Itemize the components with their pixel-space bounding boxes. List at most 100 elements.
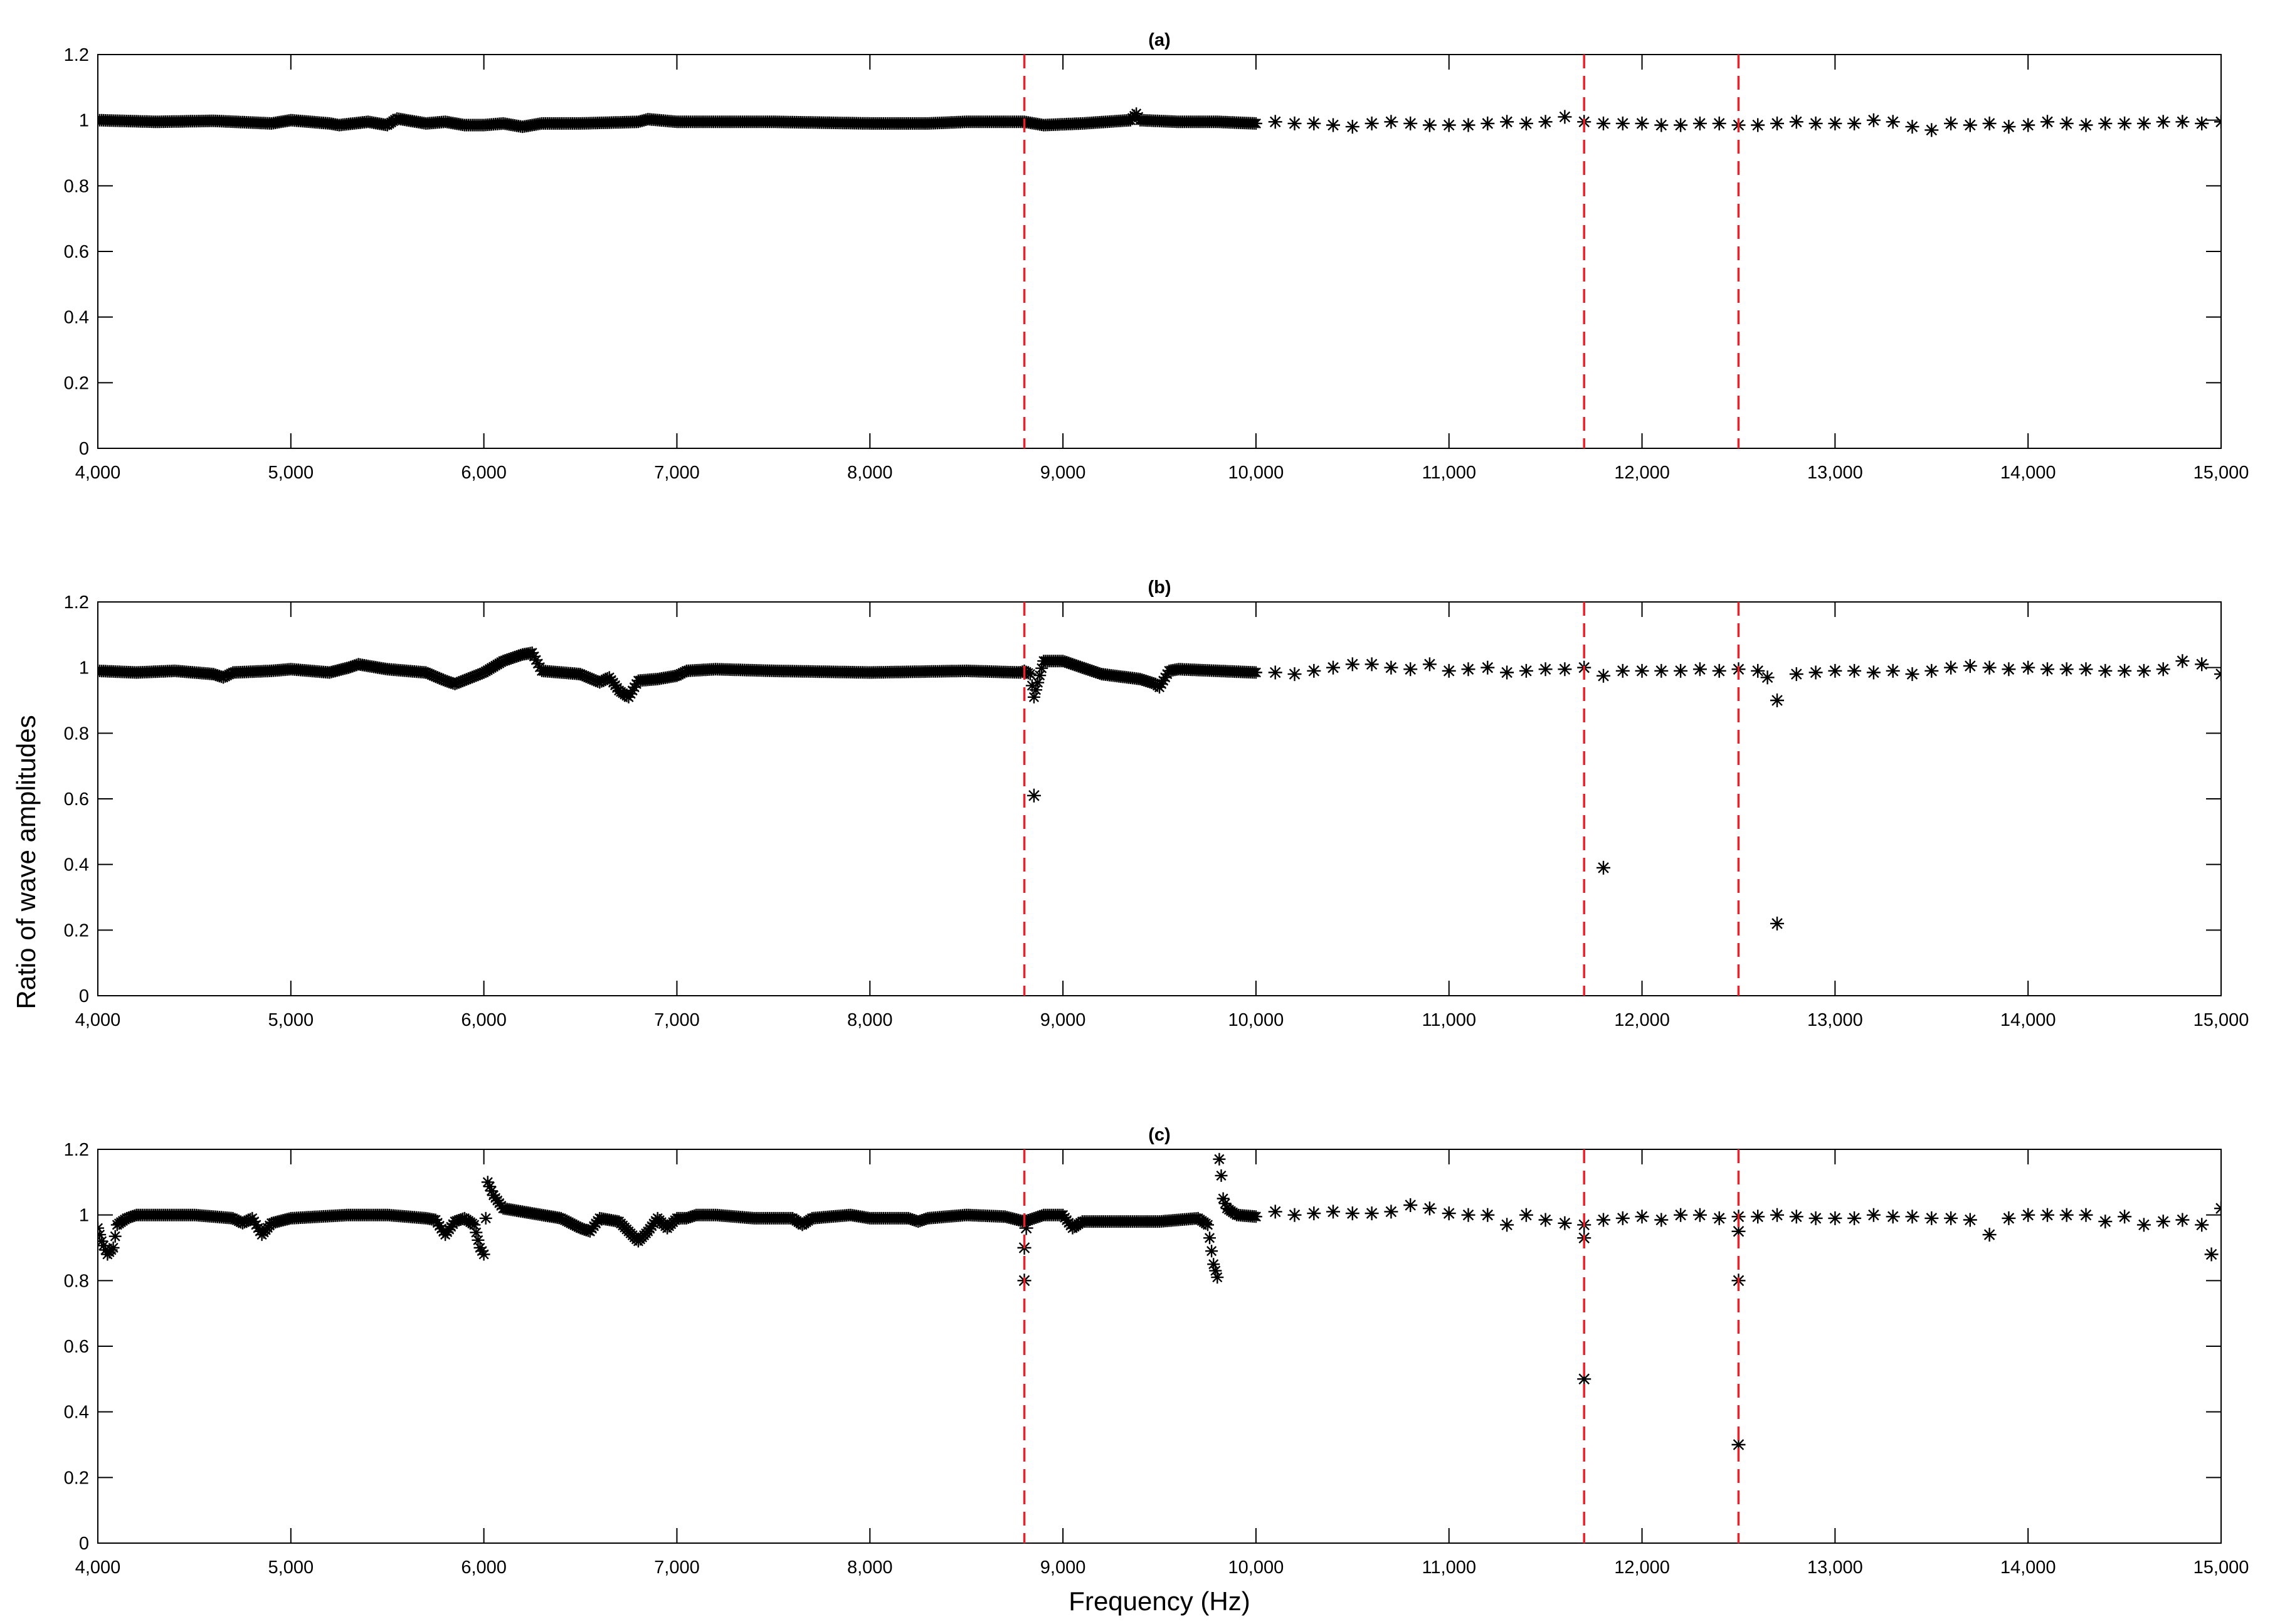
data-point — [253, 1225, 267, 1238]
x-tick-label: 10,000 — [1228, 1558, 1284, 1578]
data-point — [1674, 1208, 1688, 1222]
data-point — [1287, 667, 1302, 682]
data-point — [1345, 1206, 1359, 1221]
x-tick-label: 11,000 — [1422, 1558, 1476, 1578]
data-point — [1712, 116, 1726, 130]
data-point — [626, 684, 639, 697]
data-point — [2118, 1210, 2132, 1224]
plot-area — [97, 54, 2222, 449]
data-point — [1403, 1198, 1418, 1212]
data-point — [1365, 1206, 1379, 1221]
data-point — [473, 668, 487, 680]
data-point — [1828, 663, 1842, 678]
data-point — [1384, 115, 1398, 129]
data-point — [2156, 115, 2170, 129]
data-point — [2021, 1208, 2035, 1222]
data-point — [1674, 118, 1688, 132]
data-point — [1403, 662, 1418, 677]
data-point — [1538, 662, 1553, 677]
data-point — [1326, 660, 1340, 675]
data-point — [2059, 1208, 2074, 1222]
data-point — [1944, 1211, 1958, 1225]
data-point — [2002, 120, 2016, 134]
x-tick-label: 5,000 — [268, 1558, 314, 1578]
data-point — [2156, 1215, 2170, 1229]
x-tick-label: 11,000 — [1422, 463, 1476, 483]
data-point — [1307, 663, 1321, 678]
data-point — [2118, 663, 2132, 678]
data-point — [468, 1218, 481, 1231]
data-point — [1751, 118, 1765, 132]
data-point — [108, 1230, 122, 1243]
data-point — [481, 1176, 494, 1189]
data-point — [1558, 1216, 1572, 1230]
y-tick-label: 1.2 — [64, 1140, 89, 1160]
data-point — [1461, 118, 1476, 132]
data-point — [1615, 1211, 1630, 1225]
series-dense — [98, 107, 1262, 134]
data-point — [1760, 670, 1775, 685]
series-dense — [98, 646, 1262, 704]
data-markers — [98, 1152, 2221, 1452]
data-point — [1828, 116, 1842, 130]
x-tick-label: 5,000 — [268, 463, 314, 483]
data-point — [1500, 1218, 1514, 1232]
data-point — [477, 1248, 490, 1261]
x-tick-label: 10,000 — [1228, 463, 1284, 483]
data-point — [1213, 1152, 1226, 1166]
data-point — [1558, 662, 1572, 677]
data-point — [1287, 116, 1302, 130]
data-point — [1558, 110, 1572, 124]
data-point — [1033, 669, 1047, 682]
y-tick-label: 1 — [79, 658, 89, 678]
data-point — [1461, 1208, 1476, 1222]
x-tick-label: 9,000 — [1040, 463, 1086, 483]
data-point — [1500, 665, 1514, 680]
x-tick-label: 6,000 — [461, 463, 507, 483]
data-point — [1500, 115, 1514, 129]
y-tick-label: 1.2 — [64, 45, 89, 65]
x-tick-label: 14,000 — [2000, 463, 2056, 483]
data-point — [1963, 118, 1977, 132]
data-point — [98, 1228, 107, 1242]
data-point — [1307, 1206, 1321, 1221]
data-point — [1847, 116, 1862, 130]
data-point — [2002, 1211, 2016, 1225]
data-point — [1789, 667, 1803, 682]
x-tick-label: 7,000 — [654, 1558, 700, 1578]
x-tick-label: 12,000 — [1614, 1558, 1670, 1578]
data-point — [1597, 860, 1610, 875]
data-point — [2040, 1208, 2054, 1222]
data-point — [466, 670, 479, 683]
data-point — [1422, 1201, 1437, 1216]
y-tick-label: 0.6 — [64, 789, 89, 809]
data-point — [1847, 663, 1862, 678]
data-point — [1159, 671, 1172, 684]
data-point — [1035, 662, 1048, 675]
data-point — [1924, 1211, 1939, 1225]
data-point — [1217, 1192, 1230, 1205]
data-point — [251, 1221, 265, 1235]
data-point — [1384, 1205, 1398, 1219]
data-point — [2098, 1215, 2113, 1229]
data-point — [2204, 1247, 2219, 1262]
data-point — [435, 673, 448, 685]
data-point — [2156, 662, 2170, 677]
data-point — [2175, 654, 2190, 668]
data-point — [531, 657, 544, 670]
data-point — [574, 668, 587, 681]
data-point — [1157, 674, 1170, 687]
data-point — [1866, 665, 1881, 680]
x-tick-label: 6,000 — [461, 1010, 507, 1030]
data-point — [1789, 115, 1803, 129]
data-point — [433, 672, 446, 685]
data-point — [1924, 663, 1939, 678]
data-point — [1345, 120, 1359, 134]
y-tick-label: 0.4 — [64, 308, 89, 328]
data-point — [1692, 1208, 1707, 1222]
data-point — [1944, 116, 1958, 130]
data-point — [1770, 693, 1784, 707]
data-point — [1963, 1213, 1977, 1227]
data-point — [1365, 116, 1379, 130]
data-point — [1461, 662, 1476, 677]
